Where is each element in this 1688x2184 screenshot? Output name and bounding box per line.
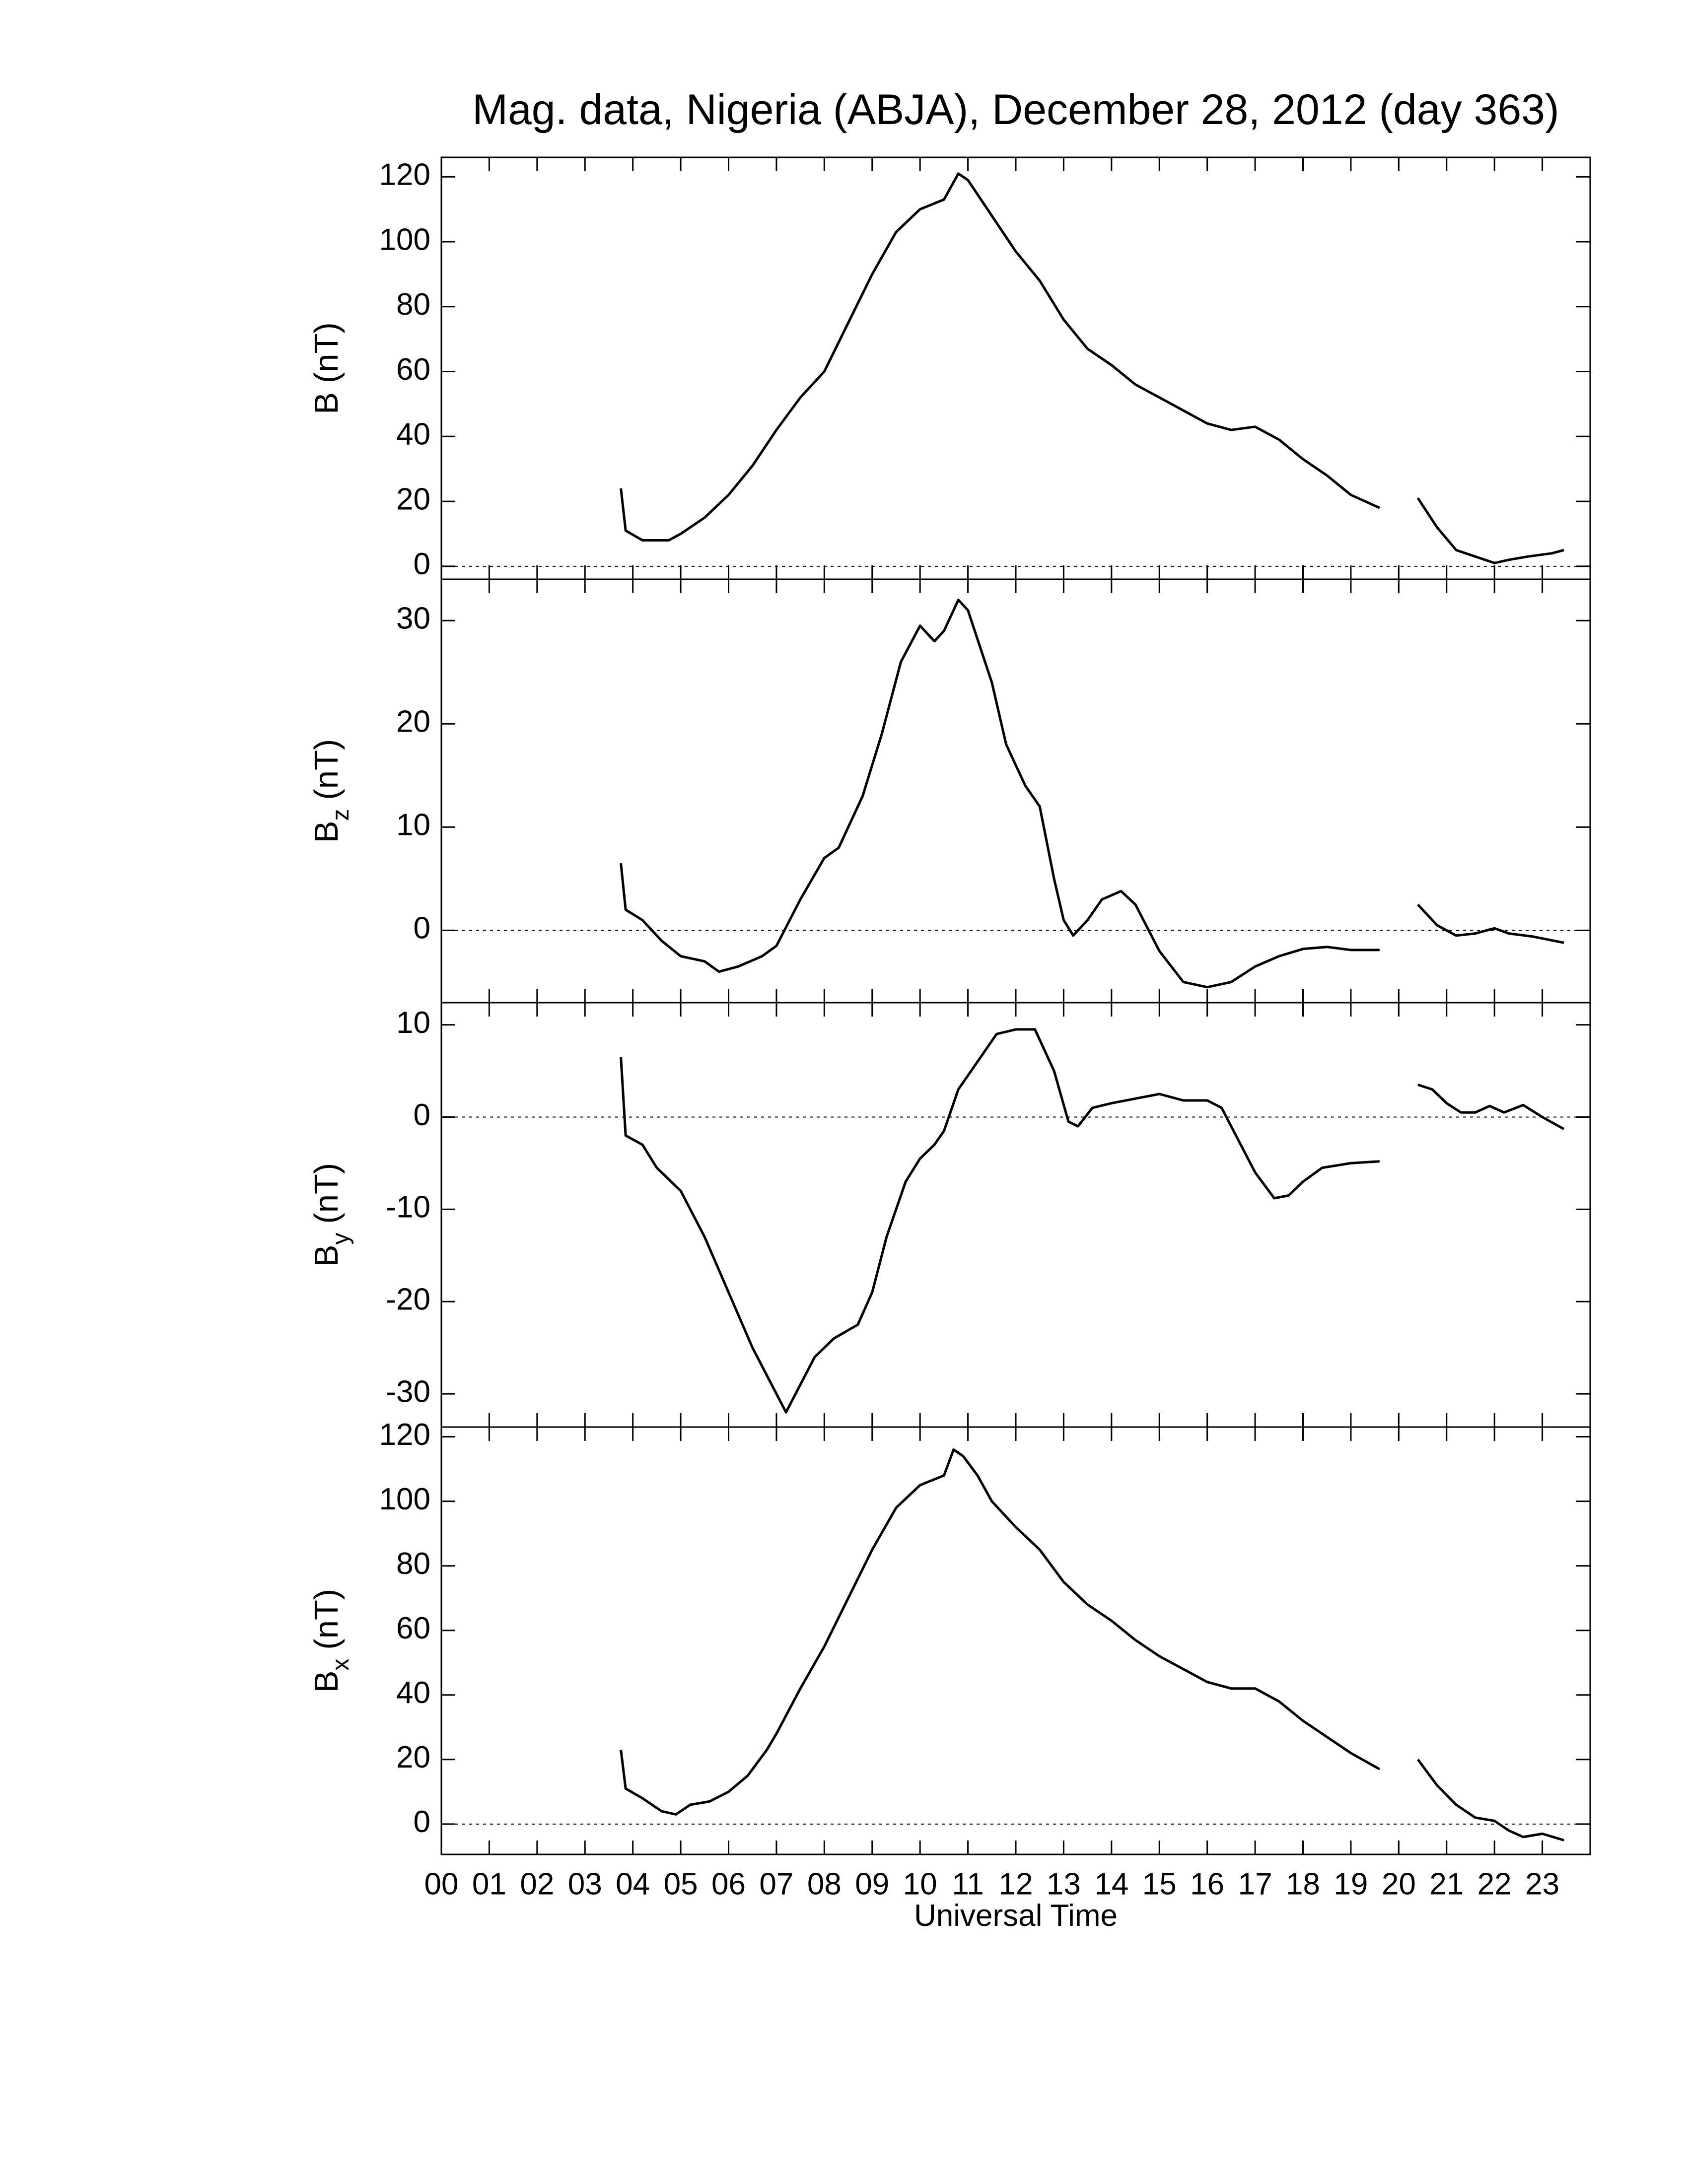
y-axis-label-unit: (nT): [308, 1163, 345, 1224]
y-tick-label: 30: [396, 602, 430, 636]
x-tick-label: 20: [1382, 1867, 1416, 1901]
data-line: [620, 172, 1564, 564]
y-tick-label: 0: [414, 1098, 430, 1132]
y-tick-label: 0: [414, 911, 430, 946]
x-tick-label: 01: [472, 1867, 506, 1901]
y-tick-label: -10: [386, 1190, 430, 1225]
x-tick-label: 13: [1047, 1867, 1081, 1901]
x-tick-label: 05: [664, 1867, 698, 1901]
y-tick-label: 100: [379, 1482, 430, 1516]
x-tick-label: 07: [759, 1867, 793, 1901]
data-line: [620, 1028, 1565, 1414]
y-tick-label: 80: [396, 287, 430, 322]
y-tick-label: 60: [396, 1611, 430, 1645]
y-axis-label-symbol: B: [308, 821, 345, 843]
y-tick-label: 80: [396, 1547, 430, 1581]
x-tick-label: 08: [807, 1867, 842, 1901]
x-tick-label: 15: [1142, 1867, 1177, 1901]
y-axis-label-unit: (nT): [308, 322, 345, 383]
y-axis-label-subscript: y: [328, 1233, 354, 1245]
y-tick-label: 20: [396, 705, 430, 739]
x-tick-label: 03: [568, 1867, 602, 1901]
y-tick-label: 10: [396, 1006, 430, 1040]
y-tick-label: 20: [396, 482, 430, 516]
x-tick-label: 00: [424, 1867, 459, 1901]
x-tick-label: 23: [1525, 1867, 1559, 1901]
y-axis-label: By (nT): [308, 1163, 354, 1267]
y-axis-label-unit: (nT): [308, 739, 345, 800]
x-tick-label: 21: [1429, 1867, 1464, 1901]
y-axis-label: B (nT): [308, 322, 345, 414]
y-tick-label: 40: [396, 1676, 430, 1710]
y-axis-label-symbol: B: [308, 1245, 345, 1267]
y-tick-label: -30: [386, 1374, 430, 1409]
y-tick-label: 20: [396, 1740, 430, 1774]
y-tick-label: 100: [379, 222, 430, 257]
x-tick-label: 11: [952, 1867, 984, 1901]
y-axis-label: Bz (nT): [308, 739, 354, 843]
y-tick-label: 0: [414, 1805, 430, 1839]
y-tick-label: 40: [396, 417, 430, 452]
chart-title: Mag. data, Nigeria (ABJA), December 28, …: [472, 86, 1559, 134]
x-tick-label: 16: [1190, 1867, 1224, 1901]
y-tick-label: 60: [396, 352, 430, 387]
x-tick-label: 19: [1334, 1867, 1368, 1901]
x-tick-label: 17: [1238, 1867, 1272, 1901]
x-tick-label: 04: [616, 1867, 650, 1901]
y-tick-label: 0: [414, 547, 430, 581]
y-tick-label: 10: [396, 808, 430, 842]
y-axis-label: Bx (nT): [308, 1589, 354, 1693]
x-tick-label: 06: [711, 1867, 746, 1901]
y-axis-label-unit: (nT): [308, 1589, 345, 1650]
y-axis-label-subscript: x: [328, 1659, 354, 1671]
y-tick-label: 120: [379, 1418, 430, 1452]
y-tick-label: -20: [386, 1283, 430, 1317]
data-line: [620, 599, 1564, 989]
x-tick-label: 22: [1477, 1867, 1512, 1901]
x-tick-label: 12: [999, 1867, 1033, 1901]
x-tick-label: 18: [1286, 1867, 1320, 1901]
data-line: [620, 1448, 1564, 1842]
x-axis-label: Universal Time: [914, 1899, 1118, 1933]
y-axis-label-symbol: B: [308, 392, 345, 414]
y-axis-label-symbol: B: [308, 1671, 345, 1693]
x-tick-label: 10: [903, 1867, 937, 1901]
y-tick-label: 120: [379, 158, 430, 192]
x-tick-label: 02: [520, 1867, 554, 1901]
y-axis-label-subscript: z: [328, 809, 354, 821]
x-tick-label: 14: [1094, 1867, 1128, 1901]
x-tick-label: 09: [855, 1867, 889, 1901]
